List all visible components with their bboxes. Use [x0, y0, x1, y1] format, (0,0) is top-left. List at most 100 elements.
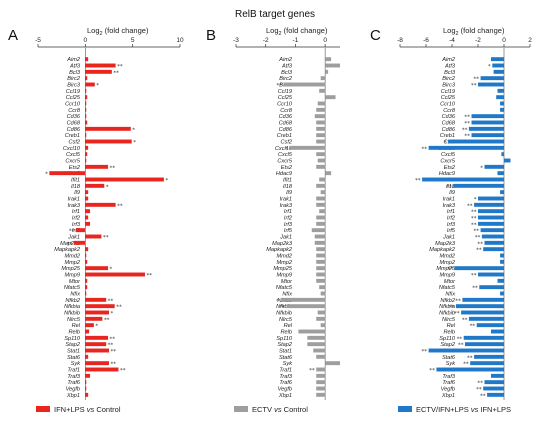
bar [85, 215, 89, 220]
gene-label: Ifit1 [283, 178, 292, 184]
gene-label: Vegfb [66, 387, 80, 393]
gene-label: Bcl3 [69, 70, 81, 76]
bar [319, 285, 326, 290]
gene-label: Ets2 [444, 165, 456, 171]
bar [85, 114, 87, 119]
significance-marker: * [488, 64, 491, 70]
significance-marker: ** [415, 178, 421, 184]
gene-label: Mapkapk2 [429, 247, 456, 253]
gene-label: Nfkb2 [65, 298, 81, 304]
gene-label: Mmd2 [276, 254, 292, 260]
significance-marker: * [474, 197, 477, 203]
bar [316, 133, 326, 138]
significance-marker: * [132, 127, 135, 133]
bar [316, 316, 326, 321]
bar [471, 120, 504, 125]
bar [316, 107, 326, 112]
bar [471, 114, 504, 119]
gene-label: Cd86 [442, 127, 456, 133]
gene-label: Nfkbib [64, 311, 80, 317]
bar [325, 63, 340, 68]
bar [85, 101, 87, 106]
gene-label: Nfatc5 [439, 285, 456, 291]
bar [448, 139, 504, 144]
gene-label: Ccl25 [441, 95, 456, 101]
gene-label: Traf3 [67, 374, 81, 380]
bar [484, 240, 504, 245]
bar [436, 367, 504, 372]
bar [85, 392, 89, 397]
bar [462, 297, 504, 302]
gene-label: Mmp2 [439, 260, 455, 266]
gene-label: Stat1 [67, 349, 80, 355]
gene-label: Hdac9 [439, 171, 455, 177]
significance-marker: ** [463, 362, 469, 368]
bar [428, 145, 504, 150]
bar [85, 221, 91, 226]
significance-marker: ** [471, 216, 477, 222]
gene-label: Atf3 [281, 64, 293, 70]
gene-label: Mmp9 [276, 273, 292, 279]
x-axis-title: Log2 (fold change) [87, 26, 149, 37]
bar [316, 139, 326, 144]
bar [492, 63, 504, 68]
gene-label: Stat6 [67, 355, 81, 361]
bar [479, 285, 504, 290]
bar [316, 354, 326, 359]
gene-label: Nfkbia [439, 304, 455, 310]
gene-label: Cd36 [67, 114, 81, 120]
gene-label: Irf1 [284, 209, 292, 215]
bar [85, 133, 87, 138]
gene-label: Atf3 [69, 64, 81, 70]
significance-marker: ** [449, 305, 455, 311]
bar [316, 266, 326, 271]
bar [470, 361, 504, 366]
gene-label: Ccr8 [443, 108, 456, 114]
gene-label: Irf2 [72, 216, 81, 222]
significance-marker: ** [446, 184, 452, 190]
gene-label: Mmp2 [276, 260, 292, 266]
significance-marker: ** [474, 229, 480, 235]
bar [85, 335, 109, 340]
significance-marker: ** [309, 368, 315, 374]
gene-label: Cxcl5 [66, 152, 81, 158]
bar [317, 101, 326, 106]
gene-label: Irak1 [443, 197, 455, 203]
gene-label: Ccr8 [280, 108, 293, 114]
significance-marker: ** [477, 381, 483, 387]
x-tick-label: 0 [502, 37, 506, 44]
significance-marker: ** [110, 165, 116, 171]
gene-label: Il18 [283, 184, 293, 190]
significance-marker: ** [467, 203, 473, 209]
gene-label: Ccl19 [441, 89, 455, 95]
bar [497, 171, 504, 176]
gene-label: Irf3 [284, 222, 293, 228]
gene-label: Stap2 [440, 342, 456, 348]
x-axis-title: Log2 (fold change) [443, 26, 505, 37]
gene-label: Irf3 [447, 222, 456, 228]
bar [474, 354, 504, 359]
gene-label: Cxcr5 [440, 159, 455, 165]
bar [85, 95, 88, 100]
bar [85, 386, 87, 391]
x-axis-title: Log2 (fold change) [266, 26, 328, 37]
bar [478, 196, 504, 201]
significance-marker: ** [472, 286, 478, 292]
bar [468, 316, 504, 321]
significance-marker: ** [276, 83, 282, 89]
legend-label: IFN+LPS vs Control [54, 405, 121, 414]
bar [85, 177, 164, 182]
bar [468, 126, 504, 131]
gene-label: Creb1 [277, 133, 292, 139]
significance-marker: ** [104, 317, 110, 323]
bar [85, 234, 102, 239]
gene-label: Nfkbib [276, 311, 292, 317]
gene-label: Traf6 [442, 380, 456, 386]
gene-label: Il9 [286, 190, 292, 196]
gene-label: Mmp9 [439, 273, 455, 279]
gene-label: Traf3 [279, 374, 293, 380]
significance-marker: ** [462, 317, 468, 323]
bar [314, 240, 326, 245]
gene-label: Mtor [69, 279, 81, 285]
